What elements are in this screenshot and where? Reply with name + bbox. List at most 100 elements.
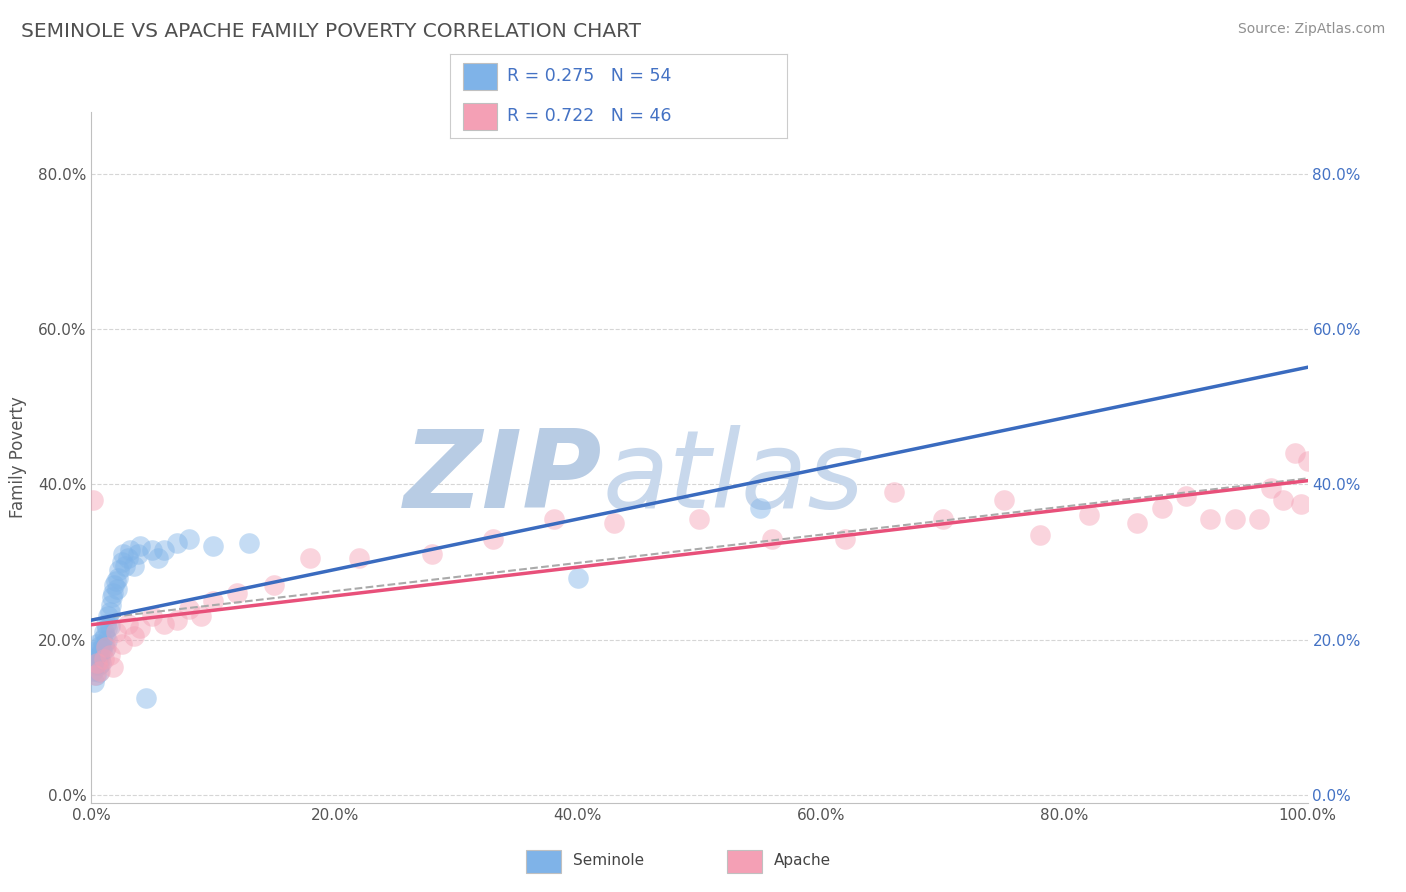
Point <box>141 609 163 624</box>
Point <box>1284 446 1306 460</box>
Point <box>98 618 121 632</box>
Point <box>1296 454 1319 468</box>
FancyBboxPatch shape <box>727 850 762 873</box>
Point <box>86 655 108 669</box>
Point <box>1223 512 1246 526</box>
Point <box>1291 497 1313 511</box>
FancyBboxPatch shape <box>464 62 498 90</box>
Point <box>117 617 139 632</box>
Point <box>82 652 104 666</box>
Point <box>84 657 107 672</box>
Point <box>347 551 370 566</box>
Point <box>86 636 108 650</box>
Point <box>111 555 134 569</box>
Point <box>96 621 118 635</box>
Point <box>543 512 565 526</box>
Point <box>107 570 129 584</box>
Point <box>103 578 125 592</box>
Point <box>1029 528 1052 542</box>
Point <box>103 660 125 674</box>
Point <box>122 629 145 643</box>
Point <box>127 547 149 561</box>
Point <box>103 586 125 600</box>
Point <box>98 606 121 620</box>
Point <box>91 632 114 647</box>
Point <box>226 586 249 600</box>
Text: ZIP: ZIP <box>404 425 602 531</box>
Point <box>82 664 104 678</box>
Point <box>82 492 104 507</box>
FancyBboxPatch shape <box>464 103 498 130</box>
Point <box>1175 489 1198 503</box>
Point <box>104 574 127 589</box>
Point <box>153 617 176 632</box>
Point <box>122 558 145 573</box>
Point <box>89 664 111 678</box>
Point <box>94 642 117 657</box>
Point <box>87 648 110 663</box>
Point <box>1272 492 1295 507</box>
Point <box>114 558 136 573</box>
Point <box>101 590 124 604</box>
Point <box>129 540 152 554</box>
Point <box>177 601 200 615</box>
Point <box>84 644 107 658</box>
Point <box>89 652 111 666</box>
Point <box>117 551 139 566</box>
Point <box>104 624 127 639</box>
Point <box>1126 516 1149 531</box>
Point <box>96 632 118 647</box>
Point <box>749 500 772 515</box>
Point <box>94 640 117 655</box>
Point <box>120 543 142 558</box>
Point <box>91 644 114 658</box>
Point <box>100 598 122 612</box>
Point <box>1077 508 1099 523</box>
Point <box>299 551 322 566</box>
Point <box>111 636 134 650</box>
Point <box>87 665 110 680</box>
Text: Source: ZipAtlas.com: Source: ZipAtlas.com <box>1237 22 1385 37</box>
Point <box>1247 512 1270 526</box>
Point <box>883 485 905 500</box>
Point <box>108 563 131 577</box>
Point <box>93 652 115 666</box>
Point <box>420 547 443 561</box>
Point <box>129 621 152 635</box>
Point <box>86 656 108 670</box>
Text: SEMINOLE VS APACHE FAMILY POVERTY CORRELATION CHART: SEMINOLE VS APACHE FAMILY POVERTY CORREL… <box>21 22 641 41</box>
Point <box>84 667 107 681</box>
Point <box>87 657 110 672</box>
Point <box>1260 481 1282 495</box>
Point <box>166 535 188 549</box>
Point <box>93 624 115 639</box>
Point <box>603 516 626 531</box>
Point <box>111 547 134 561</box>
Point <box>97 609 120 624</box>
Point <box>202 594 225 608</box>
Point <box>202 540 225 554</box>
Point <box>177 532 200 546</box>
Point <box>153 543 176 558</box>
FancyBboxPatch shape <box>526 850 561 873</box>
Point <box>94 629 117 643</box>
Point <box>105 582 128 597</box>
Point <box>148 551 170 566</box>
Point <box>688 512 710 526</box>
Point <box>141 543 163 558</box>
Point <box>90 642 112 657</box>
Point <box>567 570 589 584</box>
Point <box>834 532 856 546</box>
Point <box>190 609 212 624</box>
Point <box>93 636 115 650</box>
Text: R = 0.275   N = 54: R = 0.275 N = 54 <box>508 68 672 86</box>
Point <box>993 492 1015 507</box>
Text: Apache: Apache <box>773 854 831 868</box>
Text: Seminole: Seminole <box>574 854 644 868</box>
Point <box>135 690 157 705</box>
Point <box>931 512 953 526</box>
Point <box>89 639 111 653</box>
Point <box>761 532 783 546</box>
Point <box>1199 512 1222 526</box>
Point <box>238 535 260 549</box>
